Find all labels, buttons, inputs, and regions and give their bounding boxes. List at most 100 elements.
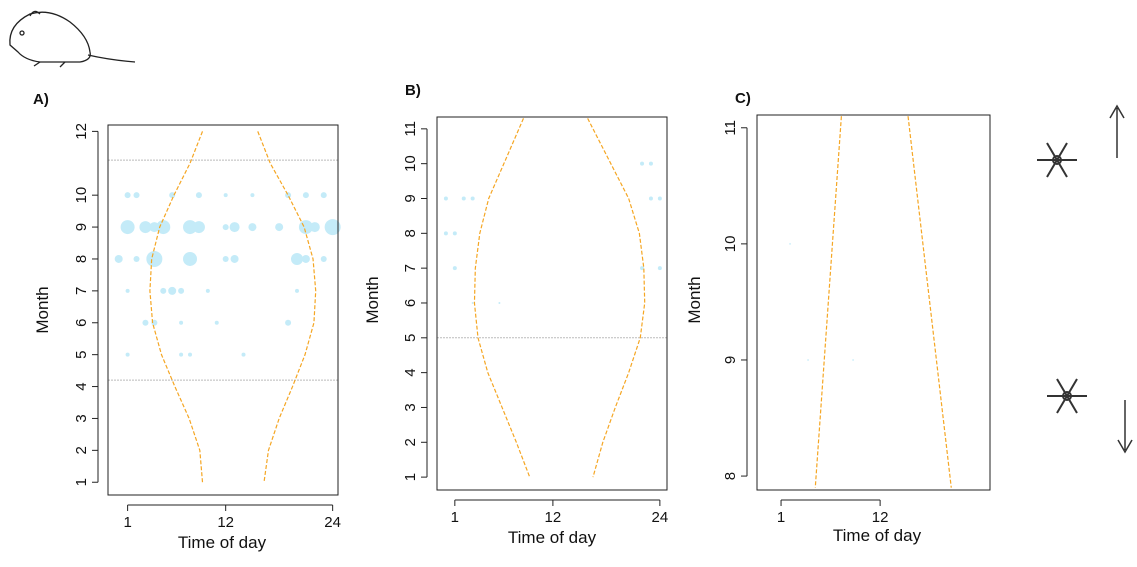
x-axis-title: Time of day: [178, 533, 267, 552]
y-tick-label: 5: [402, 334, 419, 342]
bubble: [248, 223, 257, 232]
y-tick-label: 7: [402, 264, 419, 272]
y-tick-label: 7: [73, 287, 90, 295]
bubble: [309, 222, 320, 233]
y-tick-label: 3: [73, 414, 90, 422]
bubble: [156, 220, 171, 235]
y-tick-label: 10: [402, 155, 419, 172]
y-tick-label: 8: [73, 255, 90, 263]
bubble: [192, 221, 205, 234]
bubble: [120, 220, 135, 235]
x-tick-label: 12: [545, 509, 562, 526]
bubble: [657, 196, 662, 201]
bubble: [205, 288, 210, 293]
bubble: [789, 242, 792, 245]
x-axis-title: Time of day: [508, 528, 597, 547]
plot-frame: [436, 116, 668, 491]
bubble: [443, 196, 448, 201]
panel-label: C): [735, 90, 751, 107]
bubble: [133, 255, 140, 262]
bubble: [250, 193, 255, 198]
bubble: [285, 192, 292, 199]
y-tick-label: 5: [73, 350, 90, 358]
x-axis-title: Time of day: [833, 526, 922, 545]
bubble: [470, 196, 475, 201]
x-tick-label: 1: [451, 509, 459, 526]
bubble: [178, 287, 185, 294]
bubble: [648, 196, 653, 201]
y-tick-label: 2: [73, 446, 90, 454]
x-tick-label: 12: [217, 514, 234, 531]
daylight-curve: [149, 131, 204, 483]
bubble: [124, 192, 131, 199]
y-tick-label: 11: [722, 120, 739, 136]
bubble: [222, 224, 229, 231]
bubble: [133, 192, 140, 199]
daylight-curve: [814, 116, 842, 488]
bubble: [230, 254, 239, 263]
bubble: [241, 352, 246, 357]
bubble: [498, 301, 501, 304]
bubble: [275, 223, 284, 232]
bubble: [807, 358, 810, 361]
y-tick-label: 6: [73, 319, 90, 327]
y-tick-label: 9: [73, 223, 90, 231]
bubble: [852, 358, 855, 361]
y-tick-label: 8: [402, 229, 419, 237]
bubble: [285, 319, 292, 326]
y-axis-title: Month: [363, 276, 382, 323]
y-tick-label: 12: [73, 123, 90, 140]
bubble: [461, 196, 466, 201]
panel-label: A): [33, 91, 49, 108]
bubble: [183, 220, 198, 235]
panel-label: B): [405, 82, 421, 99]
y-tick-label: 10: [722, 236, 739, 253]
bubble: [214, 320, 219, 325]
daylight-curve: [907, 116, 952, 488]
bubble: [452, 266, 457, 271]
y-tick-label: 1: [73, 478, 90, 486]
plot-frame: [756, 114, 991, 491]
mouse-icon: [9, 10, 136, 68]
bubble: [301, 254, 310, 263]
bubble: [320, 255, 327, 262]
y-axis-title: Month: [685, 276, 704, 323]
bubble: [125, 352, 130, 357]
bubble: [452, 231, 457, 236]
y-tick-label: 2: [402, 438, 419, 446]
bubble: [471, 301, 474, 304]
bubble: [657, 266, 662, 271]
bubble: [324, 219, 341, 236]
y-axis-title: Month: [33, 286, 52, 333]
x-tick-label: 24: [652, 509, 669, 526]
snowflake-icon: [1037, 142, 1087, 414]
bubble: [290, 252, 303, 265]
x-tick-label: 24: [324, 514, 341, 531]
y-tick-label: 10: [73, 187, 90, 204]
y-tick-label: 4: [73, 382, 90, 390]
bubble: [179, 352, 184, 357]
y-tick-label: 9: [722, 356, 739, 364]
bubble: [222, 255, 229, 262]
daylight-curve: [257, 131, 317, 483]
bubble: [188, 352, 193, 357]
bubble: [142, 319, 149, 326]
bubble: [168, 286, 177, 295]
bubble: [146, 250, 163, 267]
bubble: [169, 192, 176, 199]
y-tick-label: 3: [402, 403, 419, 411]
bubble: [179, 320, 184, 325]
bubble: [648, 161, 653, 166]
bubble: [294, 288, 299, 293]
y-tick-label: 8: [722, 472, 739, 480]
x-tick-label: 1: [123, 514, 131, 531]
bubble: [640, 161, 645, 166]
bubble: [160, 287, 167, 294]
bubble: [640, 266, 645, 271]
arrow: [1109, 104, 1133, 454]
bubble: [229, 222, 240, 233]
y-tick-label: 1: [402, 473, 419, 481]
y-tick-label: 11: [402, 121, 419, 137]
